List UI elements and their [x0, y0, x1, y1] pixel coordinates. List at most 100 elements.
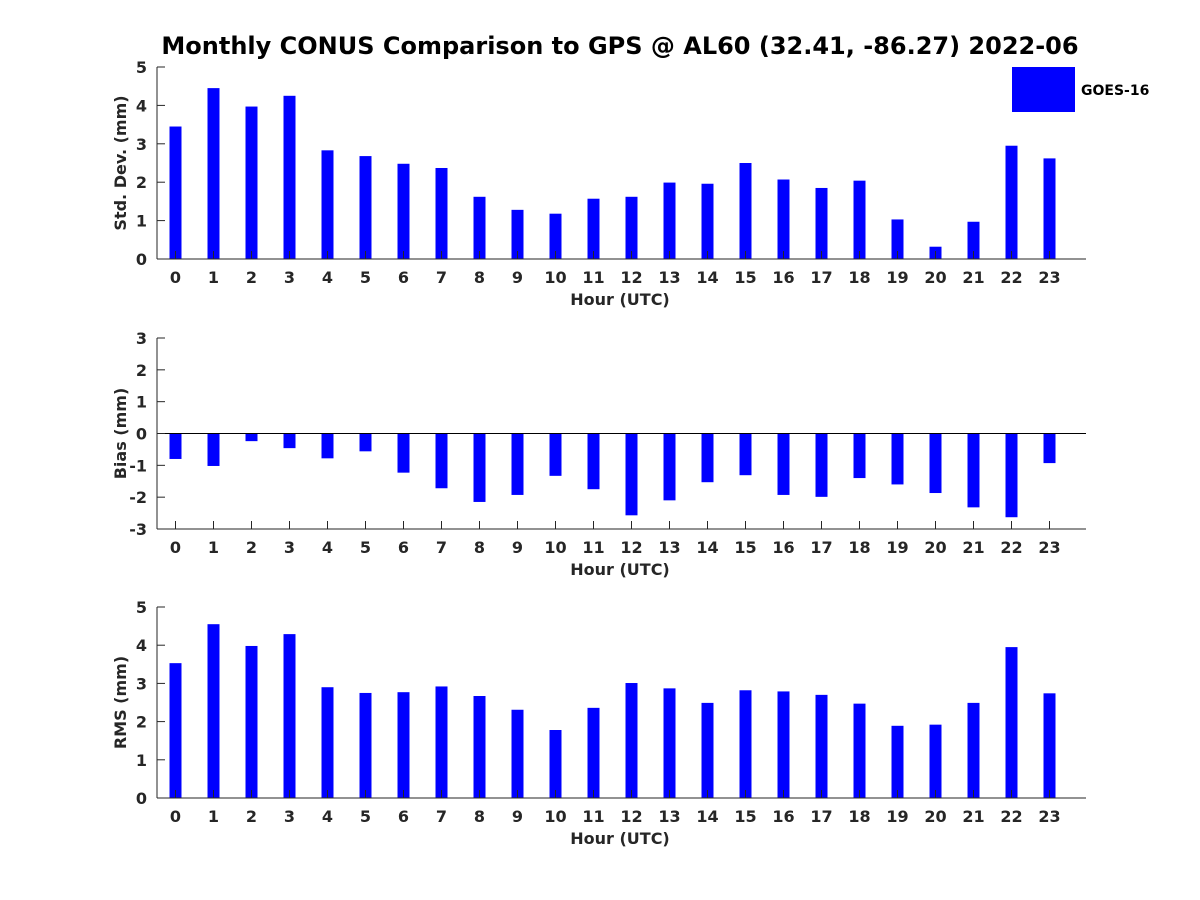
x-tick-label: 8: [474, 538, 485, 557]
y-axis-label: Std. Dev. (mm): [111, 95, 130, 230]
x-tick-label: 9: [512, 807, 523, 826]
x-tick-label: 22: [1000, 538, 1022, 557]
y-axis-label: RMS (mm): [111, 656, 130, 749]
bar-hour-1: [207, 624, 220, 798]
bar-hour-22: [1005, 433, 1018, 518]
x-tick-label: 19: [886, 807, 908, 826]
bar-hour-4: [321, 687, 334, 798]
bar-hour-12: [625, 433, 638, 516]
legend-label: GOES-16: [1081, 83, 1149, 99]
x-tick-label: 14: [696, 807, 718, 826]
x-tick-label: 20: [924, 268, 946, 287]
bar-hour-6: [397, 692, 410, 798]
bar-hour-0: [169, 663, 182, 798]
x-tick-label: 5: [360, 538, 371, 557]
y-tick-label: 1: [136, 393, 147, 412]
bar-hour-5: [359, 156, 372, 259]
x-tick-label: 2: [246, 268, 257, 287]
bar-hour-8: [473, 696, 486, 798]
y-tick-label: 1: [136, 212, 147, 231]
bar-hour-2: [245, 433, 258, 442]
bar-hour-4: [321, 433, 334, 459]
x-tick-label: 20: [924, 807, 946, 826]
x-tick-label: 12: [620, 807, 642, 826]
bar-hour-0: [169, 126, 182, 260]
x-tick-label: 14: [696, 268, 718, 287]
x-tick-label: 11: [582, 807, 604, 826]
bar-hour-2: [245, 645, 258, 798]
x-tick-label: 13: [658, 268, 680, 287]
x-tick-label: 12: [620, 538, 642, 557]
x-tick-label: 21: [962, 268, 984, 287]
x-tick-label: 16: [772, 268, 794, 287]
bar-hour-21: [967, 702, 980, 798]
y-tick-label: 3: [136, 135, 147, 154]
x-tick-label: 10: [544, 807, 566, 826]
y-tick-label: 1: [136, 751, 147, 770]
bar-hour-16: [777, 179, 790, 259]
bar-hour-21: [967, 221, 980, 259]
y-tick-label: 3: [136, 329, 147, 348]
y-tick-label: -3: [129, 520, 147, 539]
bar-hour-9: [511, 709, 524, 798]
bar-hour-11: [587, 198, 600, 259]
bar-hour-7: [435, 433, 448, 489]
x-tick-label: 6: [398, 538, 409, 557]
x-tick-label: 1: [208, 268, 219, 287]
x-tick-label: 1: [208, 807, 219, 826]
bar-hour-23: [1043, 693, 1056, 798]
bar-hour-22: [1005, 647, 1018, 798]
x-tick-label: 18: [848, 538, 870, 557]
x-tick-label: 22: [1000, 268, 1022, 287]
x-tick-label: 16: [772, 538, 794, 557]
bar-hour-11: [587, 707, 600, 798]
bar-hour-16: [777, 433, 790, 495]
bar-hour-19: [891, 725, 904, 798]
x-tick-label: 15: [734, 807, 756, 826]
bar-hour-23: [1043, 433, 1056, 464]
bar-hour-15: [739, 163, 752, 259]
x-tick-label: 7: [436, 538, 447, 557]
x-tick-label: 11: [582, 538, 604, 557]
bar-hour-20: [929, 724, 942, 798]
x-tick-label: 6: [398, 807, 409, 826]
x-tick-label: 23: [1038, 268, 1060, 287]
figure-title: Monthly CONUS Comparison to GPS @ AL60 (…: [161, 32, 1078, 60]
bar-hour-17: [815, 433, 828, 497]
bar-hour-9: [511, 209, 524, 259]
bar-hour-5: [359, 692, 372, 798]
x-tick-label: 3: [284, 807, 295, 826]
x-tick-label: 18: [848, 807, 870, 826]
legend-swatch: [1012, 67, 1075, 112]
bar-hour-20: [929, 433, 942, 494]
legend: GOES-16: [1012, 67, 1149, 112]
bar-hour-14: [701, 433, 714, 483]
x-tick-label: 10: [544, 538, 566, 557]
x-tick-label: 0: [170, 538, 181, 557]
bar-hour-2: [245, 106, 258, 259]
bar-hour-7: [435, 167, 448, 259]
x-tick-label: 19: [886, 268, 908, 287]
x-tick-label: 8: [474, 268, 485, 287]
x-tick-label: 4: [322, 538, 333, 557]
bar-hour-10: [549, 433, 562, 476]
x-tick-label: 7: [436, 807, 447, 826]
x-tick-label: 3: [284, 538, 295, 557]
x-tick-label: 15: [734, 538, 756, 557]
bar-hour-14: [701, 702, 714, 798]
x-tick-label: 20: [924, 538, 946, 557]
x-tick-label: 0: [170, 268, 181, 287]
x-tick-label: 17: [810, 807, 832, 826]
x-tick-label: 7: [436, 268, 447, 287]
bar-hour-1: [207, 88, 220, 260]
x-tick-label: 23: [1038, 538, 1060, 557]
y-tick-label: -1: [129, 456, 147, 475]
bar-hour-0: [169, 433, 182, 459]
x-tick-label: 13: [658, 807, 680, 826]
bar-hour-8: [473, 196, 486, 259]
